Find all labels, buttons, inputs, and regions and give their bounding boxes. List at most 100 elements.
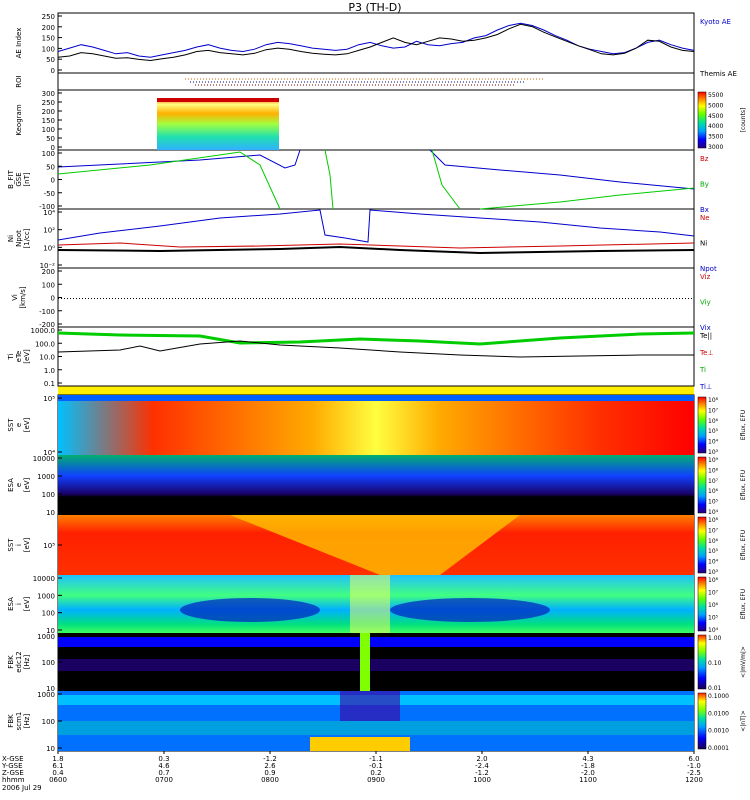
xtick-label: -1.2 bbox=[263, 755, 277, 763]
sst-e-image bbox=[58, 395, 694, 455]
xlabel-row-name: Y-GSE bbox=[1, 762, 23, 770]
xtick-label: 0600 bbox=[49, 776, 67, 784]
colorbar-label: [counts] bbox=[740, 108, 747, 133]
xlabel-row-name: X-GSE bbox=[2, 755, 24, 763]
colorbar-tick: 0.0100 bbox=[708, 710, 729, 717]
ylabel-text: Npot bbox=[15, 230, 23, 247]
colorbar-tick: 10⁷ bbox=[708, 407, 719, 414]
ytick-esa_i: 100 bbox=[42, 610, 55, 618]
ytick-bfit: 100 bbox=[42, 150, 55, 158]
colorbar-tick: 10⁴ bbox=[708, 509, 719, 516]
xtick-label: -2.0 bbox=[581, 769, 595, 777]
xtick-label: 1100 bbox=[579, 776, 597, 784]
ae-series-kyoto bbox=[57, 22, 695, 58]
ylabel-text: Keogram bbox=[15, 104, 23, 135]
colorbar-tick: 10⁴ bbox=[708, 627, 719, 634]
ylabel-ti: Ti eTe [eV] bbox=[7, 349, 31, 364]
colorbar-label: <|nT|> bbox=[740, 710, 747, 732]
separator-band bbox=[58, 386, 694, 395]
ylabel-vi: Vi [km/s] bbox=[11, 286, 27, 309]
ylabel-esa_i: ESA i [eV] bbox=[7, 596, 31, 611]
ylabel-roi: ROI bbox=[15, 75, 23, 87]
ytick-fbk_b: 1000 bbox=[37, 691, 55, 699]
ytick-fbk_e: 10 bbox=[46, 685, 55, 693]
colorbar-tick: 10⁸ bbox=[708, 517, 719, 524]
ytick-ti: 1000.0 bbox=[31, 327, 56, 335]
legend-vi: Viz bbox=[700, 273, 711, 281]
ytick-keogram: 250 bbox=[42, 99, 55, 107]
xtick-label: 0800 bbox=[261, 776, 279, 784]
colorbar-tick: 4500 bbox=[708, 113, 723, 120]
ytick-sst_i: 10⁵ bbox=[43, 542, 55, 550]
ytick-esa_i: 10000 bbox=[33, 575, 55, 583]
fbk-b-band2 bbox=[58, 721, 694, 735]
chart-title: P3 (TH-D) bbox=[348, 1, 401, 14]
ytick-vi: -100 bbox=[39, 308, 55, 316]
colorbar-label: <|mV/m|> bbox=[740, 646, 747, 678]
ytick-fbk_b: 100 bbox=[42, 718, 55, 726]
ytick-bfit: -100 bbox=[39, 203, 55, 211]
frame-keogram bbox=[57, 89, 695, 151]
legend-ni: Ni bbox=[700, 240, 707, 248]
colorbar-tick: 10⁴ bbox=[708, 439, 719, 446]
ylabel-text: i bbox=[15, 603, 23, 605]
colorbar-tick: 10⁶ bbox=[708, 538, 719, 545]
bfit-by-late bbox=[431, 149, 461, 210]
ytick-fbk_e: 100 bbox=[42, 659, 55, 667]
ytick-keogram: 50 bbox=[46, 135, 55, 143]
legend-ti: Ti⊥ bbox=[699, 383, 712, 391]
legend-ae: Themis AE bbox=[699, 70, 737, 78]
colorbar-tick: 10⁶ bbox=[708, 602, 719, 609]
ylabel-text: Ni bbox=[7, 235, 15, 242]
esa-i-blob-2 bbox=[390, 598, 550, 622]
xtick-label: 2.6 bbox=[264, 762, 276, 770]
ytick-fbk_b: 10 bbox=[46, 745, 55, 753]
legend-vi: Viy bbox=[700, 299, 711, 307]
ylabel-text: FBK bbox=[7, 714, 15, 728]
xtick-label: 1000 bbox=[473, 776, 491, 784]
colorbar-label-keogram: [counts] bbox=[740, 108, 747, 133]
colorbar-fbk_e bbox=[697, 634, 707, 690]
esa-i-center bbox=[350, 575, 390, 633]
ytick-esa_i: 1000 bbox=[37, 592, 55, 600]
xtick-label: 6.1 bbox=[52, 762, 63, 770]
ylabel-text: AE Index bbox=[15, 28, 23, 59]
ti-black bbox=[57, 340, 694, 358]
sst-i-wing bbox=[230, 515, 520, 575]
colorbar-tick: 10⁷ bbox=[708, 590, 719, 597]
ni-blue bbox=[57, 209, 695, 243]
ylabel-text: FBK bbox=[7, 655, 15, 669]
bfit-bx bbox=[57, 149, 301, 169]
ylabel-text: [eV] bbox=[23, 477, 31, 492]
colorbar-label: Eflux, EFU bbox=[740, 470, 747, 500]
ylabel-text: [Hz] bbox=[23, 714, 31, 729]
colorbar-label-fbk_e: <|mV/m|> bbox=[740, 646, 747, 678]
panel-contents bbox=[57, 22, 695, 751]
xtick-label: -0.1 bbox=[369, 762, 383, 770]
colorbar-tick: 10⁸ bbox=[708, 467, 719, 474]
date-label: 2006 Jul 29 bbox=[2, 784, 42, 792]
ni-black bbox=[57, 245, 695, 255]
ylabel-text: [km/s] bbox=[19, 286, 27, 309]
ytick-sst_e: 10⁴ bbox=[43, 449, 55, 457]
ytick-ae: 50 bbox=[46, 56, 55, 64]
legend-bfit: By bbox=[700, 181, 709, 189]
ylabel-fbk_e: FBK edc12 [Hz] bbox=[7, 651, 31, 673]
xtick-label: 0.2 bbox=[370, 769, 381, 777]
colorbar-label-fbk_b: <|nT|> bbox=[740, 710, 747, 732]
colorbar-tick: 10⁷ bbox=[708, 527, 719, 534]
ytick-ae: 0 bbox=[51, 67, 55, 75]
keogram-image bbox=[157, 98, 279, 150]
colorbar-tick: 4000 bbox=[708, 123, 723, 130]
ytick-ti: 100.0 bbox=[35, 340, 55, 348]
colorbar-esa_e bbox=[697, 456, 707, 514]
ylabel-esa_e: ESA e [eV] bbox=[7, 477, 31, 492]
legend-ae: Kyoto AE bbox=[700, 18, 731, 26]
xtick-label: 0900 bbox=[367, 776, 385, 784]
colorbar-keogram bbox=[697, 91, 707, 149]
ytick-ti: 10.0 bbox=[39, 354, 55, 362]
colorbar-tick: 10⁸ bbox=[708, 397, 719, 404]
fbk-b-dark bbox=[340, 691, 400, 721]
